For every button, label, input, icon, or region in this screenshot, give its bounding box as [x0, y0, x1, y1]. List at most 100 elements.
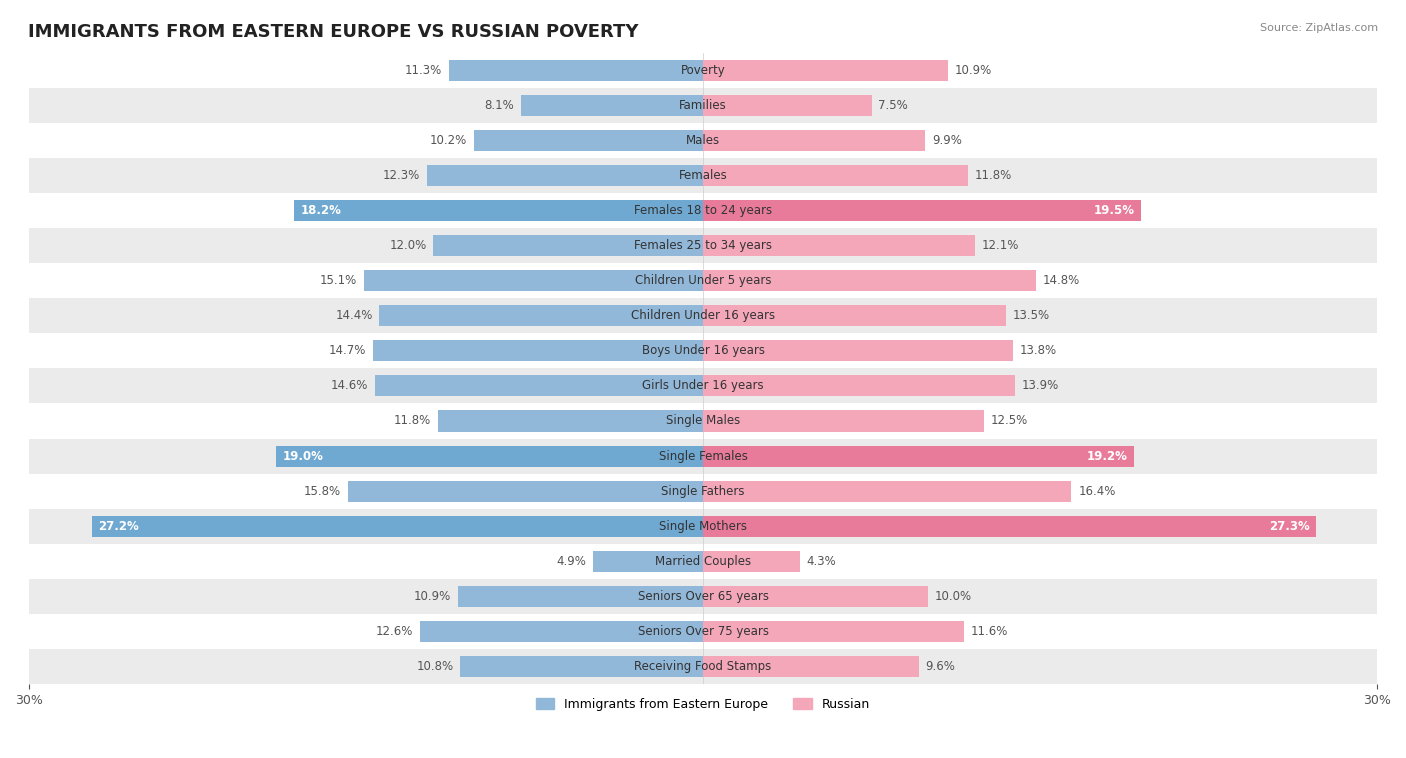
Bar — [30, 158, 1376, 193]
Bar — [703, 60, 948, 81]
Bar — [91, 515, 703, 537]
Text: IMMIGRANTS FROM EASTERN EUROPE VS RUSSIAN POVERTY: IMMIGRANTS FROM EASTERN EUROPE VS RUSSIA… — [28, 23, 638, 41]
Text: Single Fathers: Single Fathers — [661, 484, 745, 497]
Bar — [703, 656, 918, 677]
Text: 10.8%: 10.8% — [416, 660, 454, 673]
Text: Seniors Over 65 years: Seniors Over 65 years — [637, 590, 769, 603]
Text: 16.4%: 16.4% — [1078, 484, 1115, 497]
Text: 18.2%: 18.2% — [301, 204, 342, 217]
Bar — [703, 621, 963, 642]
Bar — [364, 271, 703, 291]
Bar — [375, 375, 703, 396]
Bar — [30, 439, 1376, 474]
Bar — [30, 228, 1376, 263]
Text: 12.5%: 12.5% — [991, 415, 1028, 428]
Text: Receiving Food Stamps: Receiving Food Stamps — [634, 660, 772, 673]
Bar — [433, 235, 703, 256]
Text: Source: ZipAtlas.com: Source: ZipAtlas.com — [1260, 23, 1378, 33]
Text: 12.0%: 12.0% — [389, 240, 426, 252]
Text: 13.9%: 13.9% — [1022, 380, 1059, 393]
Bar — [703, 340, 1014, 362]
Bar — [449, 60, 703, 81]
Bar — [294, 200, 703, 221]
Bar — [30, 263, 1376, 299]
Text: 11.3%: 11.3% — [405, 64, 443, 77]
Text: 11.8%: 11.8% — [394, 415, 432, 428]
Bar — [30, 368, 1376, 403]
Text: 27.3%: 27.3% — [1268, 520, 1309, 533]
Text: Females 18 to 24 years: Females 18 to 24 years — [634, 204, 772, 217]
Text: Females 25 to 34 years: Females 25 to 34 years — [634, 240, 772, 252]
Bar — [703, 586, 928, 607]
Text: 11.6%: 11.6% — [970, 625, 1008, 637]
Text: 14.6%: 14.6% — [330, 380, 368, 393]
Text: 27.2%: 27.2% — [98, 520, 139, 533]
Text: Children Under 5 years: Children Under 5 years — [634, 274, 772, 287]
Bar — [703, 411, 984, 431]
Bar — [30, 509, 1376, 543]
Bar — [276, 446, 703, 467]
Text: 12.6%: 12.6% — [375, 625, 413, 637]
Legend: Immigrants from Eastern Europe, Russian: Immigrants from Eastern Europe, Russian — [530, 693, 876, 716]
Text: 4.9%: 4.9% — [557, 555, 586, 568]
Bar — [373, 340, 703, 362]
Bar — [460, 656, 703, 677]
Bar — [30, 193, 1376, 228]
Text: 10.9%: 10.9% — [955, 64, 991, 77]
Text: 14.7%: 14.7% — [329, 344, 366, 357]
Bar — [380, 305, 703, 327]
Text: 9.9%: 9.9% — [932, 134, 962, 147]
Text: 10.9%: 10.9% — [415, 590, 451, 603]
Bar — [420, 621, 703, 642]
Text: 15.1%: 15.1% — [319, 274, 357, 287]
Text: Single Males: Single Males — [666, 415, 740, 428]
Bar — [703, 130, 925, 151]
Bar — [30, 299, 1376, 334]
Bar — [703, 235, 974, 256]
Bar — [703, 551, 800, 572]
Text: 9.6%: 9.6% — [925, 660, 955, 673]
Bar — [30, 649, 1376, 684]
Text: 14.4%: 14.4% — [336, 309, 373, 322]
Text: Males: Males — [686, 134, 720, 147]
Bar — [703, 515, 1316, 537]
Bar — [437, 411, 703, 431]
Bar — [703, 305, 1007, 327]
Text: Seniors Over 75 years: Seniors Over 75 years — [637, 625, 769, 637]
Bar — [30, 403, 1376, 439]
Text: Children Under 16 years: Children Under 16 years — [631, 309, 775, 322]
Bar — [30, 579, 1376, 614]
Bar — [30, 334, 1376, 368]
Text: 4.3%: 4.3% — [807, 555, 837, 568]
Text: Girls Under 16 years: Girls Under 16 years — [643, 380, 763, 393]
Text: Poverty: Poverty — [681, 64, 725, 77]
Text: Females: Females — [679, 169, 727, 182]
Bar — [703, 375, 1015, 396]
Bar — [30, 543, 1376, 579]
Text: 15.8%: 15.8% — [304, 484, 342, 497]
Bar — [30, 88, 1376, 123]
Bar — [703, 446, 1135, 467]
Bar — [703, 165, 969, 186]
Text: 7.5%: 7.5% — [879, 99, 908, 112]
Bar — [30, 53, 1376, 88]
Bar — [349, 481, 703, 502]
Bar — [30, 474, 1376, 509]
Text: Single Females: Single Females — [658, 449, 748, 462]
Text: 12.3%: 12.3% — [382, 169, 420, 182]
Bar — [30, 614, 1376, 649]
Text: Families: Families — [679, 99, 727, 112]
Text: Boys Under 16 years: Boys Under 16 years — [641, 344, 765, 357]
Bar — [593, 551, 703, 572]
Bar — [703, 200, 1142, 221]
Text: 10.2%: 10.2% — [430, 134, 467, 147]
Bar — [703, 481, 1071, 502]
Text: 19.2%: 19.2% — [1087, 449, 1128, 462]
Text: 12.1%: 12.1% — [981, 240, 1019, 252]
Text: Single Mothers: Single Mothers — [659, 520, 747, 533]
Bar — [703, 95, 872, 116]
Bar — [30, 123, 1376, 158]
Text: 19.0%: 19.0% — [283, 449, 323, 462]
Text: 11.8%: 11.8% — [974, 169, 1012, 182]
Text: 14.8%: 14.8% — [1042, 274, 1080, 287]
